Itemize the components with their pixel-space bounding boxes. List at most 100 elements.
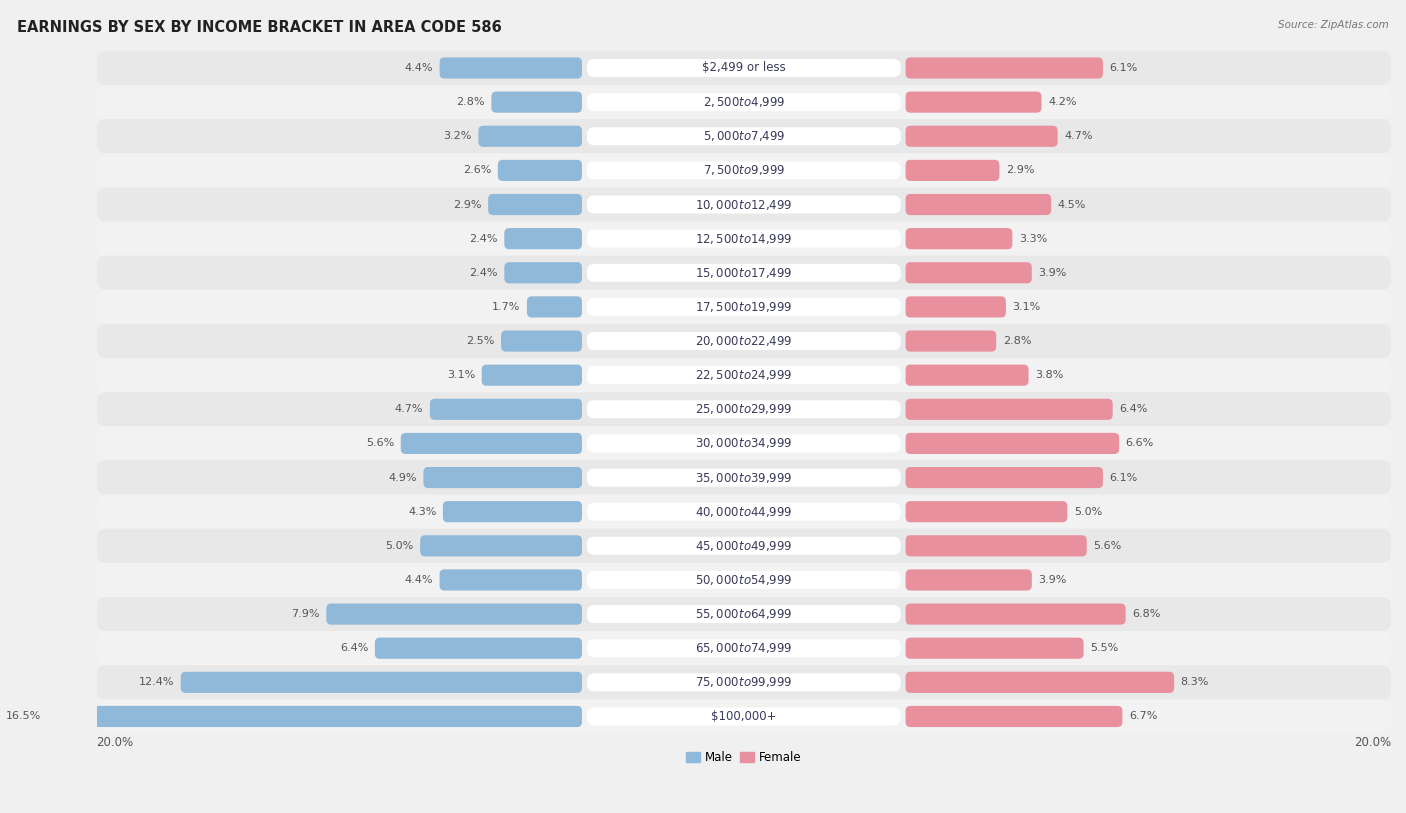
FancyBboxPatch shape bbox=[97, 222, 1391, 256]
Text: 2.4%: 2.4% bbox=[470, 233, 498, 244]
FancyBboxPatch shape bbox=[488, 194, 582, 215]
FancyBboxPatch shape bbox=[97, 324, 1391, 358]
FancyBboxPatch shape bbox=[905, 296, 1005, 318]
FancyBboxPatch shape bbox=[478, 126, 582, 147]
FancyBboxPatch shape bbox=[498, 160, 582, 181]
FancyBboxPatch shape bbox=[97, 256, 1391, 290]
Text: 3.1%: 3.1% bbox=[447, 370, 475, 380]
Text: 3.9%: 3.9% bbox=[1038, 267, 1067, 278]
FancyBboxPatch shape bbox=[905, 126, 1057, 147]
FancyBboxPatch shape bbox=[48, 706, 582, 727]
Text: 6.8%: 6.8% bbox=[1132, 609, 1160, 619]
Text: 5.0%: 5.0% bbox=[385, 541, 413, 551]
FancyBboxPatch shape bbox=[97, 290, 1391, 324]
FancyBboxPatch shape bbox=[505, 228, 582, 250]
FancyBboxPatch shape bbox=[440, 58, 582, 79]
Text: EARNINGS BY SEX BY INCOME BRACKET IN AREA CODE 586: EARNINGS BY SEX BY INCOME BRACKET IN ARE… bbox=[17, 20, 502, 35]
FancyBboxPatch shape bbox=[586, 195, 901, 214]
Text: 20.0%: 20.0% bbox=[97, 737, 134, 750]
FancyBboxPatch shape bbox=[97, 460, 1391, 494]
Text: Source: ZipAtlas.com: Source: ZipAtlas.com bbox=[1278, 20, 1389, 30]
FancyBboxPatch shape bbox=[586, 298, 901, 316]
FancyBboxPatch shape bbox=[586, 332, 901, 350]
FancyBboxPatch shape bbox=[586, 468, 901, 486]
Text: 3.2%: 3.2% bbox=[443, 131, 472, 141]
Text: 4.7%: 4.7% bbox=[395, 404, 423, 415]
Text: $20,000 to $22,499: $20,000 to $22,499 bbox=[695, 334, 793, 348]
FancyBboxPatch shape bbox=[482, 364, 582, 385]
Text: 5.6%: 5.6% bbox=[366, 438, 394, 449]
Text: 16.5%: 16.5% bbox=[6, 711, 42, 721]
FancyBboxPatch shape bbox=[420, 535, 582, 556]
FancyBboxPatch shape bbox=[586, 263, 901, 282]
Text: 2.6%: 2.6% bbox=[463, 165, 491, 176]
FancyBboxPatch shape bbox=[97, 665, 1391, 699]
Text: 7.9%: 7.9% bbox=[291, 609, 319, 619]
Text: 3.9%: 3.9% bbox=[1038, 575, 1067, 585]
FancyBboxPatch shape bbox=[586, 707, 901, 725]
FancyBboxPatch shape bbox=[586, 366, 901, 385]
FancyBboxPatch shape bbox=[97, 85, 1391, 120]
FancyBboxPatch shape bbox=[97, 528, 1391, 563]
FancyBboxPatch shape bbox=[905, 433, 1119, 454]
Text: 2.9%: 2.9% bbox=[453, 199, 482, 210]
Text: 6.4%: 6.4% bbox=[1119, 404, 1147, 415]
FancyBboxPatch shape bbox=[586, 434, 901, 452]
FancyBboxPatch shape bbox=[905, 569, 1032, 590]
FancyBboxPatch shape bbox=[375, 637, 582, 659]
Text: $10,000 to $12,499: $10,000 to $12,499 bbox=[695, 198, 793, 211]
FancyBboxPatch shape bbox=[586, 93, 901, 111]
FancyBboxPatch shape bbox=[501, 330, 582, 351]
FancyBboxPatch shape bbox=[905, 637, 1084, 659]
FancyBboxPatch shape bbox=[443, 501, 582, 522]
FancyBboxPatch shape bbox=[97, 358, 1391, 392]
Text: 4.4%: 4.4% bbox=[405, 575, 433, 585]
Text: 8.3%: 8.3% bbox=[1181, 677, 1209, 687]
FancyBboxPatch shape bbox=[181, 672, 582, 693]
Text: 3.1%: 3.1% bbox=[1012, 302, 1040, 312]
FancyBboxPatch shape bbox=[586, 639, 901, 657]
Text: 2.4%: 2.4% bbox=[470, 267, 498, 278]
FancyBboxPatch shape bbox=[97, 392, 1391, 426]
FancyBboxPatch shape bbox=[586, 128, 901, 146]
Text: $17,500 to $19,999: $17,500 to $19,999 bbox=[695, 300, 793, 314]
FancyBboxPatch shape bbox=[423, 467, 582, 488]
Text: $5,000 to $7,499: $5,000 to $7,499 bbox=[703, 129, 785, 143]
Text: 2.9%: 2.9% bbox=[1005, 165, 1035, 176]
Text: 5.0%: 5.0% bbox=[1074, 506, 1102, 517]
FancyBboxPatch shape bbox=[905, 228, 1012, 250]
FancyBboxPatch shape bbox=[97, 51, 1391, 85]
FancyBboxPatch shape bbox=[505, 263, 582, 284]
FancyBboxPatch shape bbox=[440, 569, 582, 590]
FancyBboxPatch shape bbox=[586, 229, 901, 248]
FancyBboxPatch shape bbox=[586, 162, 901, 180]
Text: 3.3%: 3.3% bbox=[1019, 233, 1047, 244]
Text: 2.8%: 2.8% bbox=[1002, 336, 1031, 346]
FancyBboxPatch shape bbox=[905, 603, 1126, 624]
Text: $35,000 to $39,999: $35,000 to $39,999 bbox=[695, 471, 793, 485]
FancyBboxPatch shape bbox=[97, 597, 1391, 631]
FancyBboxPatch shape bbox=[527, 296, 582, 318]
FancyBboxPatch shape bbox=[97, 154, 1391, 188]
Text: 2.8%: 2.8% bbox=[457, 97, 485, 107]
Text: 5.6%: 5.6% bbox=[1094, 541, 1122, 551]
Text: 12.4%: 12.4% bbox=[139, 677, 174, 687]
Text: $45,000 to $49,999: $45,000 to $49,999 bbox=[695, 539, 793, 553]
Text: $2,500 to $4,999: $2,500 to $4,999 bbox=[703, 95, 785, 109]
Text: $55,000 to $64,999: $55,000 to $64,999 bbox=[695, 607, 793, 621]
Text: $50,000 to $54,999: $50,000 to $54,999 bbox=[695, 573, 793, 587]
Text: 6.4%: 6.4% bbox=[340, 643, 368, 653]
FancyBboxPatch shape bbox=[401, 433, 582, 454]
Text: $30,000 to $34,999: $30,000 to $34,999 bbox=[695, 437, 793, 450]
Text: 4.5%: 4.5% bbox=[1057, 199, 1085, 210]
Text: 1.7%: 1.7% bbox=[492, 302, 520, 312]
FancyBboxPatch shape bbox=[905, 501, 1067, 522]
FancyBboxPatch shape bbox=[97, 631, 1391, 665]
Text: $7,500 to $9,999: $7,500 to $9,999 bbox=[703, 163, 785, 177]
Text: $22,500 to $24,999: $22,500 to $24,999 bbox=[695, 368, 793, 382]
FancyBboxPatch shape bbox=[905, 535, 1087, 556]
FancyBboxPatch shape bbox=[97, 120, 1391, 154]
Text: 4.2%: 4.2% bbox=[1047, 97, 1077, 107]
FancyBboxPatch shape bbox=[586, 537, 901, 554]
FancyBboxPatch shape bbox=[586, 673, 901, 691]
